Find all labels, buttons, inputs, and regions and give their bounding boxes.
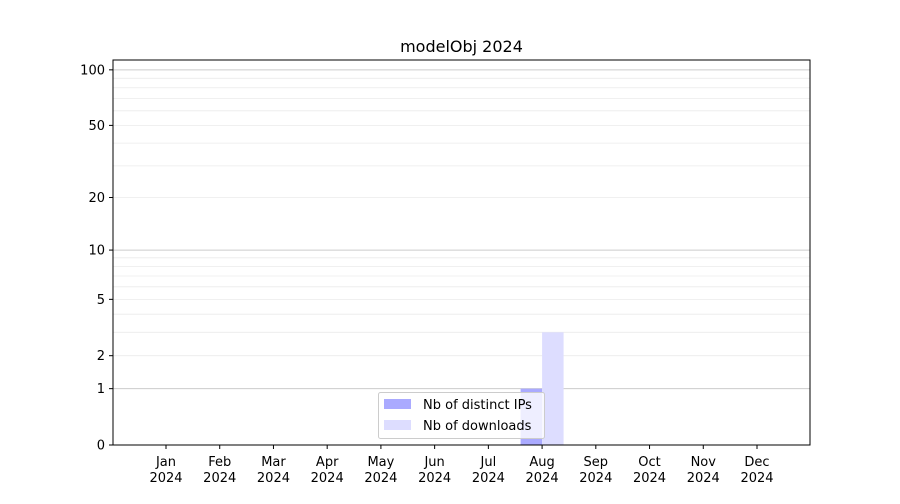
y-axis: 0 1 2 5 10 20 50 100 xyxy=(80,63,113,454)
y-tick-label: 10 xyxy=(88,244,105,259)
x-tick-label: 2024 xyxy=(740,471,773,486)
y-tick-label: 50 xyxy=(88,119,105,134)
x-tick-label: 2024 xyxy=(579,471,612,486)
y-tick-label: 1 xyxy=(97,382,105,397)
x-tick-label: 2024 xyxy=(364,471,397,486)
y-tick-label: 20 xyxy=(88,191,105,206)
x-tick-label: Mar xyxy=(261,455,286,470)
x-tick-label: 2024 xyxy=(526,471,559,486)
x-tick-label: Aug xyxy=(529,455,554,470)
legend-label-downloads: Nb of downloads xyxy=(423,419,532,434)
x-tick-label: Feb xyxy=(208,455,231,470)
legend: Nb of distinct IPs Nb of downloads xyxy=(378,392,545,439)
y-tick-label: 5 xyxy=(97,293,105,308)
x-tick-label: 2024 xyxy=(418,471,451,486)
x-tick-label: Dec xyxy=(744,455,769,470)
x-tick-label: Nov xyxy=(691,455,717,470)
x-tick-label: Apr xyxy=(316,455,339,470)
x-tick-label: Jul xyxy=(480,455,497,470)
x-tick-label: 2024 xyxy=(311,471,344,486)
x-tick-label: Jan xyxy=(155,455,176,470)
x-tick-label: 2024 xyxy=(472,471,505,486)
x-tick-label: May xyxy=(367,455,394,470)
legend-label-ips: Nb of distinct IPs xyxy=(423,398,532,413)
bar-downloads xyxy=(542,332,564,445)
x-tick-label: 2024 xyxy=(203,471,236,486)
gridlines xyxy=(113,69,810,390)
x-tick-label: Jun xyxy=(423,455,444,470)
x-tick-label: 2024 xyxy=(687,471,720,486)
x-tick-label: Oct xyxy=(638,455,660,470)
x-tick-label: Sep xyxy=(584,455,609,470)
y-tick-label: 0 xyxy=(97,439,105,454)
x-tick-label: 2024 xyxy=(633,471,666,486)
axes-frame xyxy=(112,59,811,446)
chart-title: modelObj 2024 xyxy=(400,37,523,56)
legend-swatch-downloads xyxy=(384,420,411,430)
x-tick-label: 2024 xyxy=(257,471,290,486)
y-tick-label: 2 xyxy=(97,349,105,364)
legend-box xyxy=(378,392,545,439)
y-tick-label: 100 xyxy=(80,63,105,78)
x-tick-label: 2024 xyxy=(149,471,182,486)
legend-swatch-ips xyxy=(384,399,411,409)
x-axis: Jan2024Feb2024Mar2024Apr2024May2024Jun20… xyxy=(149,445,774,486)
